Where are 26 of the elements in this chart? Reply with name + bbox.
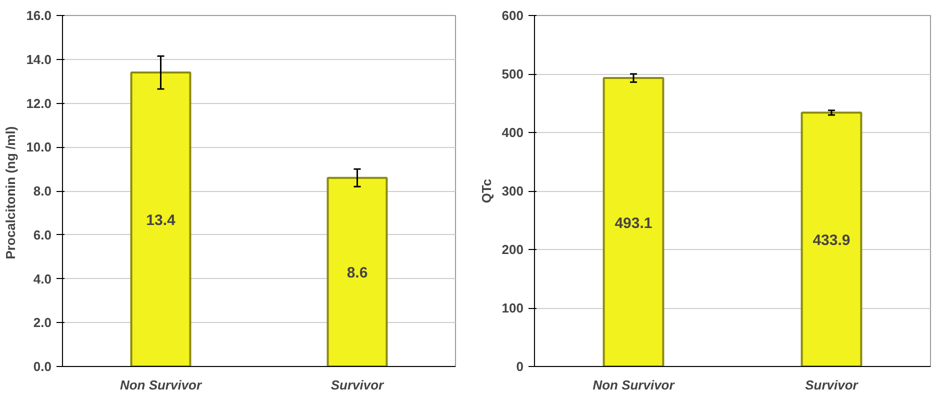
y-tick-label: 4.0 (33, 271, 52, 286)
y-tick-label: 2.0 (33, 315, 52, 330)
y-tick-label: 0.0 (33, 359, 52, 374)
y-tick-label: 6.0 (33, 227, 52, 242)
y-tick-label: 500 (502, 66, 524, 82)
x-tick-label: Non Survivor (120, 378, 203, 392)
y-axis-title: Procalcitonin (ng /ml) (3, 126, 18, 260)
x-tick-label: Non Survivor (592, 378, 676, 392)
y-tick-label: 8.0 (33, 184, 52, 198)
data-label: 13.4 (146, 212, 176, 230)
y-axis-title: QTc (478, 178, 494, 204)
y-tick-label: 400 (502, 125, 524, 140)
x-tick-label: Survivor (330, 378, 385, 392)
data-label: 493.1 (614, 214, 652, 232)
y-tick-label: 10.0 (26, 140, 52, 155)
y-tick-label: 16.0 (26, 8, 52, 23)
data-label: 433.9 (812, 232, 850, 250)
y-tick-label: 300 (502, 184, 524, 198)
y-tick-label: 12.0 (26, 96, 52, 111)
y-tick-label: 100 (502, 300, 524, 316)
data-label: 8.6 (346, 264, 368, 282)
x-tick-label: Survivor (805, 378, 859, 392)
y-tick-label: 600 (502, 8, 524, 23)
y-tick-label: 14.0 (26, 52, 52, 67)
y-tick-label: 0 (516, 359, 524, 374)
y-tick-label: 200 (502, 242, 524, 257)
